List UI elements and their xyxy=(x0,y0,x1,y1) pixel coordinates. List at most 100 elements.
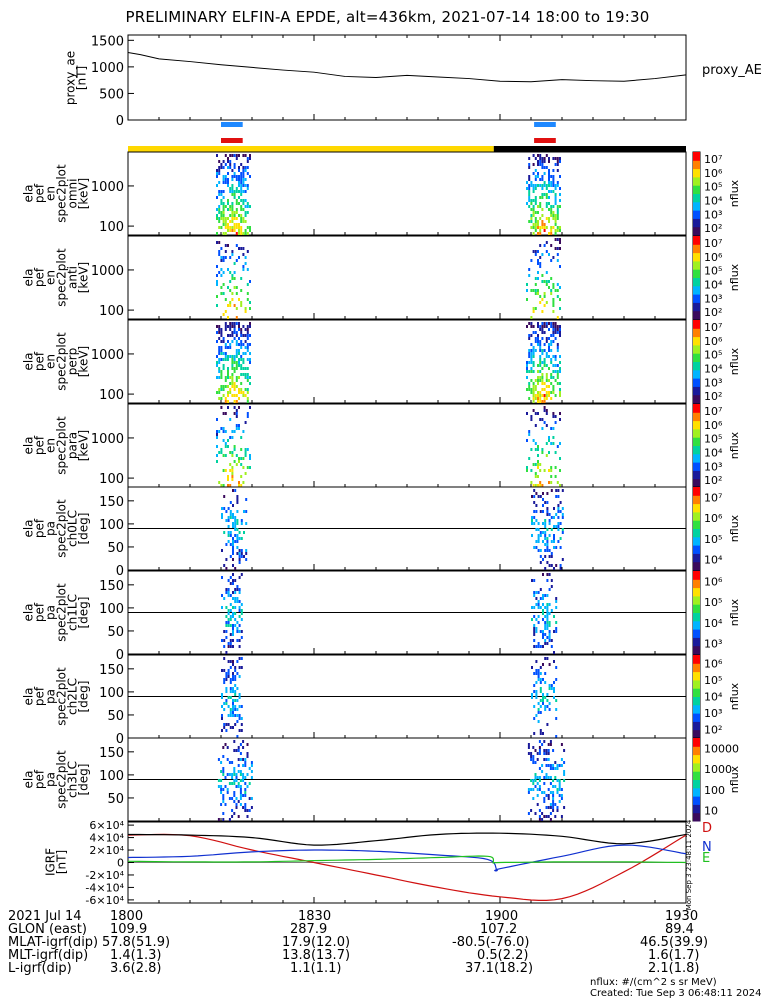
spectrogram-pixel xyxy=(541,379,544,382)
spectrogram-pixel xyxy=(550,358,553,361)
spectrogram-pixel xyxy=(238,427,240,430)
colorbar-tick-en_perp: 10³ xyxy=(704,376,722,389)
spectrogram-pixel xyxy=(244,256,247,259)
colorbar-cell xyxy=(693,663,700,666)
colorbar-cell xyxy=(693,684,700,687)
spectrogram-pixel xyxy=(530,184,533,187)
spectrogram-pixel xyxy=(231,220,234,223)
spectrogram-pixel xyxy=(530,415,533,418)
spectrogram-pixel xyxy=(559,567,562,570)
spectrogram-pixel xyxy=(220,427,223,430)
spectrogram-pixel xyxy=(539,157,542,160)
spectrogram-pixel xyxy=(238,352,240,355)
spectrogram-pixel xyxy=(550,579,553,582)
colorbar-cell xyxy=(693,292,700,295)
spectrogram-pixel xyxy=(234,666,237,669)
colorbar-tick-pa_ch0: 10⁶ xyxy=(704,512,723,525)
spectrogram-pixel xyxy=(238,247,240,250)
colorbar-cell xyxy=(693,174,700,178)
spectrogram-pixel xyxy=(552,256,555,259)
spectrogram-pixel xyxy=(229,582,232,585)
spectrogram-pixel xyxy=(235,307,238,310)
spectrogram-pixel xyxy=(537,669,540,672)
spectrogram-pixel xyxy=(224,352,227,355)
spectrogram-pixel xyxy=(240,552,243,555)
spectrogram-pixel xyxy=(249,175,251,178)
spectrogram-pixel xyxy=(528,190,531,193)
colorbar-cell xyxy=(693,326,700,329)
spectrogram-pixel xyxy=(534,337,537,340)
colorbar-cell xyxy=(693,671,700,675)
panel-pa_ch2 xyxy=(127,654,701,739)
spectrogram-pixel xyxy=(233,304,236,307)
spectrogram-pixel xyxy=(545,806,548,809)
spectrogram-pixel xyxy=(238,481,240,484)
spectrogram-pixel xyxy=(229,418,232,421)
spectrogram-pixel xyxy=(231,205,234,208)
spectrogram-pixel xyxy=(222,367,225,370)
spectrogram-pixel xyxy=(542,573,544,576)
spectrogram-pixel xyxy=(545,184,548,187)
spectrogram-pixel xyxy=(218,430,221,433)
spectrogram-pixel xyxy=(235,316,238,319)
spectrogram-pixel xyxy=(240,328,243,331)
spectrogram-pixel xyxy=(538,749,541,752)
spectrogram-pixel xyxy=(542,498,544,501)
colorbar-tick-pa_ch3: 10 xyxy=(704,805,718,818)
spectrogram-pixel xyxy=(220,331,223,334)
spectrogram-pixel xyxy=(543,791,546,794)
ylabel-pa_ch0-4: ch0LC xyxy=(66,510,80,547)
spectrogram-pixel xyxy=(224,358,227,361)
spectrogram-pixel xyxy=(216,304,218,307)
spectrogram-pixel xyxy=(239,752,242,755)
colorbar-cell xyxy=(693,708,700,712)
spectrogram-pixel xyxy=(220,226,223,229)
spectrogram-pixel xyxy=(229,594,232,597)
spectrogram-pixel xyxy=(538,746,541,749)
spectrogram-pixel xyxy=(249,307,251,310)
spectrogram-pixel xyxy=(216,433,218,436)
spectrogram-pixel xyxy=(221,705,223,708)
spectrogram-pixel xyxy=(245,558,248,561)
colorbar-cell xyxy=(693,715,700,718)
spectrogram-pixel xyxy=(554,451,557,454)
spectrogram-pixel xyxy=(536,752,539,755)
spectrogram-pixel xyxy=(221,693,223,696)
spectrogram-pixel xyxy=(532,755,535,758)
spectrogram-pixel xyxy=(229,154,232,157)
spectrogram-pixel xyxy=(531,606,533,609)
spectrogram-pixel xyxy=(554,475,557,478)
spectrogram-pixel xyxy=(550,184,553,187)
spectrogram-pixel xyxy=(222,773,225,776)
spectrogram-pixel xyxy=(234,705,237,708)
colorbar-tick-en_para: 10⁶ xyxy=(704,419,723,432)
spectrogram-pixel xyxy=(532,394,535,397)
spectrogram-pixel xyxy=(231,250,234,253)
spectrogram-pixel xyxy=(232,714,234,717)
spectrogram-pixel xyxy=(528,433,531,436)
spectrogram-pixel xyxy=(537,448,539,451)
spectrogram-pixel xyxy=(532,250,535,253)
colorbar-tick-en_anti: 10³ xyxy=(704,292,722,305)
spectrogram-pixel xyxy=(545,337,548,340)
ylabel-pa_ch2-3: spec2plot xyxy=(55,667,69,726)
spectrogram-pixel xyxy=(246,298,249,301)
spectrogram-pixel xyxy=(527,743,530,746)
spectrogram-pixel xyxy=(534,761,537,764)
spectrogram-pixel xyxy=(541,163,544,166)
spectrogram-pixel xyxy=(246,815,249,818)
spectrogram-pixel xyxy=(556,364,559,367)
spectrogram-pixel xyxy=(235,343,238,346)
colorbar-cell xyxy=(693,214,700,217)
spectrogram-pixel xyxy=(532,211,535,214)
spectrogram-pixel xyxy=(527,752,530,755)
spectrogram-pixel xyxy=(532,184,535,187)
colorbar-cell xyxy=(693,645,700,649)
spectrogram-pixel xyxy=(218,328,221,331)
colorbar-cell xyxy=(693,591,700,595)
spectrogram-pixel xyxy=(532,289,535,292)
spectrogram-pixel xyxy=(234,519,237,522)
colorbar-cell xyxy=(693,304,700,308)
colorbar-cell xyxy=(693,528,700,532)
spectrogram-pixel xyxy=(535,660,538,663)
